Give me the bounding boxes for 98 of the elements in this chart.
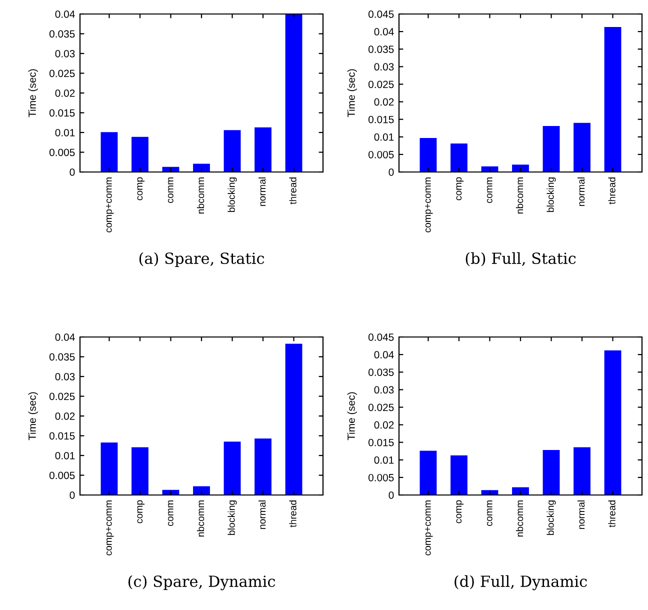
x-tick-label: comm (487, 500, 492, 526)
y-axis-title: Time (sec) (28, 392, 38, 440)
bar (512, 487, 529, 495)
x-axis-title: (a) Spare, Static (139, 252, 264, 268)
y-axis-title: Time (sec) (28, 69, 38, 118)
y-tick-label: 0.02 (55, 412, 75, 420)
x-tick-label: comp+comm (425, 178, 433, 232)
y-tick-label: 0.005 (49, 472, 75, 480)
bar (420, 450, 437, 495)
x-axis-title: (c) Spare, Dynamic (128, 575, 276, 590)
x-axis-title: (b) Full, Static (466, 252, 576, 266)
x-tick-label: comp (456, 500, 464, 524)
y-tick-label: 0.015 (49, 109, 75, 117)
bar (224, 442, 241, 495)
x-tick-label: blocking (546, 500, 556, 535)
bar (450, 144, 468, 172)
x-tick-label: comm (487, 178, 492, 203)
x-tick-label: comp (137, 500, 145, 524)
y-axis-title: Time (sec) (347, 392, 357, 440)
x-tick-label: comm (168, 178, 174, 203)
bar (574, 447, 590, 495)
y-tick-label: 0.035 (49, 30, 75, 38)
y-tick-label: 0.01 (374, 456, 394, 464)
y-tick-label: 0.03 (374, 386, 394, 394)
y-tick-label: 0.025 (368, 404, 394, 412)
x-tick-label: normal (577, 178, 585, 206)
bar (512, 164, 529, 172)
y-tick-label: 0 (70, 492, 75, 499)
bar (132, 136, 148, 172)
x-tick-label: blocking (546, 177, 556, 212)
bar (574, 122, 590, 172)
x-tick-label: thread (289, 500, 296, 528)
y-tick-label: 0.01 (374, 133, 394, 141)
y-tick-label: 0.015 (368, 116, 394, 124)
y-tick-label: 0.005 (368, 150, 394, 158)
y-tick-label: 0 (388, 492, 394, 499)
y-tick-label: 0.02 (374, 421, 394, 429)
y-tick-label: 0.005 (368, 474, 394, 482)
bar (254, 438, 272, 495)
x-tick-label: normal (258, 500, 266, 529)
bar (100, 442, 118, 495)
y-tick-label: 0.03 (55, 373, 75, 380)
x-tick-label: comp (137, 177, 145, 200)
y-tick-label: 0.02 (55, 90, 75, 97)
y-tick-label: 0.04 (374, 28, 394, 36)
y-tick-label: 0.04 (55, 10, 75, 18)
x-axis-title: (d) Full, Dynamic (454, 575, 587, 590)
bar (604, 350, 622, 495)
bar (100, 132, 118, 172)
bar (285, 344, 302, 495)
y-tick-label: 0 (388, 168, 394, 176)
y-tick-label: 0.035 (368, 368, 394, 376)
x-tick-label: thread (608, 177, 616, 204)
x-tick-label: blocking (228, 500, 237, 535)
y-tick-label: 0.035 (49, 353, 75, 361)
bar (542, 450, 560, 495)
y-tick-label: 0.025 (49, 392, 75, 400)
bar (193, 486, 210, 495)
bar (224, 130, 241, 172)
y-tick-label: 0.015 (368, 438, 394, 446)
y-tick-label: 0.035 (368, 46, 394, 53)
y-tick-label: 0.01 (55, 129, 75, 136)
y-tick-label: 0.045 (368, 10, 394, 18)
bar (285, 14, 302, 172)
x-tick-label: nbcomm (516, 500, 524, 536)
y-tick-label: 0.04 (55, 334, 75, 341)
x-tick-label: comm (168, 500, 174, 526)
bar (132, 447, 148, 495)
x-tick-label: normal (258, 178, 266, 206)
bar (450, 455, 468, 495)
bar (420, 138, 437, 172)
y-tick-label: 0.015 (49, 432, 75, 440)
y-tick-label: 0.005 (49, 148, 75, 156)
x-tick-label: thread (289, 177, 296, 204)
y-tick-label: 0.045 (368, 334, 394, 341)
y-tick-label: 0.025 (49, 70, 75, 78)
y-tick-label: 0.03 (55, 50, 75, 58)
bar (604, 26, 622, 172)
y-tick-label: 0.02 (374, 98, 394, 106)
y-tick-label: 0.04 (374, 351, 394, 358)
y-tick-label: 0.03 (374, 63, 394, 71)
bar (542, 126, 560, 172)
x-tick-label: nbcomm (196, 500, 204, 536)
x-tick-label: normal (577, 500, 585, 529)
bar (254, 127, 272, 172)
y-tick-label: 0.01 (55, 452, 75, 460)
x-tick-label: comp+comm (106, 500, 114, 556)
y-tick-label: 0 (70, 168, 75, 176)
bar (193, 164, 210, 172)
x-tick-label: comp+comm (425, 500, 433, 556)
y-axis-title: Time (sec) (347, 69, 357, 118)
x-tick-label: thread (608, 500, 616, 528)
x-tick-label: nbcomm (196, 178, 204, 214)
y-tick-label: 0.025 (368, 80, 394, 88)
x-tick-label: blocking (228, 177, 237, 212)
x-tick-label: comp (456, 177, 464, 200)
x-tick-label: nbcomm (516, 178, 524, 214)
x-tick-label: comp+comm (106, 178, 114, 232)
